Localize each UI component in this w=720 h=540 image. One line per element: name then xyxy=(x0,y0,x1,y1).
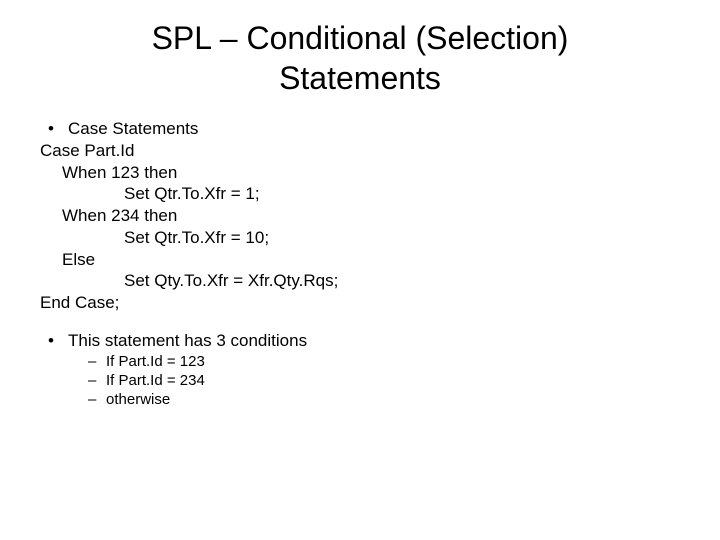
sub-bullet: otherwise xyxy=(40,390,680,409)
sub-bullet: If Part.Id = 234 xyxy=(40,371,680,390)
slide-body: Case Statements Case Part.Id When 123 th… xyxy=(40,118,680,409)
spacer xyxy=(40,314,680,330)
code-line: Case Part.Id xyxy=(40,140,680,162)
code-line: When 234 then xyxy=(40,205,680,227)
bullet-conditions: This statement has 3 conditions xyxy=(40,330,680,352)
code-line: Set Qtr.To.Xfr = 1; xyxy=(40,183,680,205)
bullet-case-statements: Case Statements xyxy=(40,118,680,140)
code-line: Else xyxy=(40,249,680,271)
slide: SPL – Conditional (Selection) Statements… xyxy=(0,0,720,540)
code-line: End Case; xyxy=(40,292,680,314)
slide-title: SPL – Conditional (Selection) Statements xyxy=(40,18,680,98)
code-line: Set Qtr.To.Xfr = 10; xyxy=(40,227,680,249)
code-line: When 123 then xyxy=(40,162,680,184)
sub-bullet: If Part.Id = 123 xyxy=(40,352,680,371)
code-line: Set Qty.To.Xfr = Xfr.Qty.Rqs; xyxy=(40,270,680,292)
